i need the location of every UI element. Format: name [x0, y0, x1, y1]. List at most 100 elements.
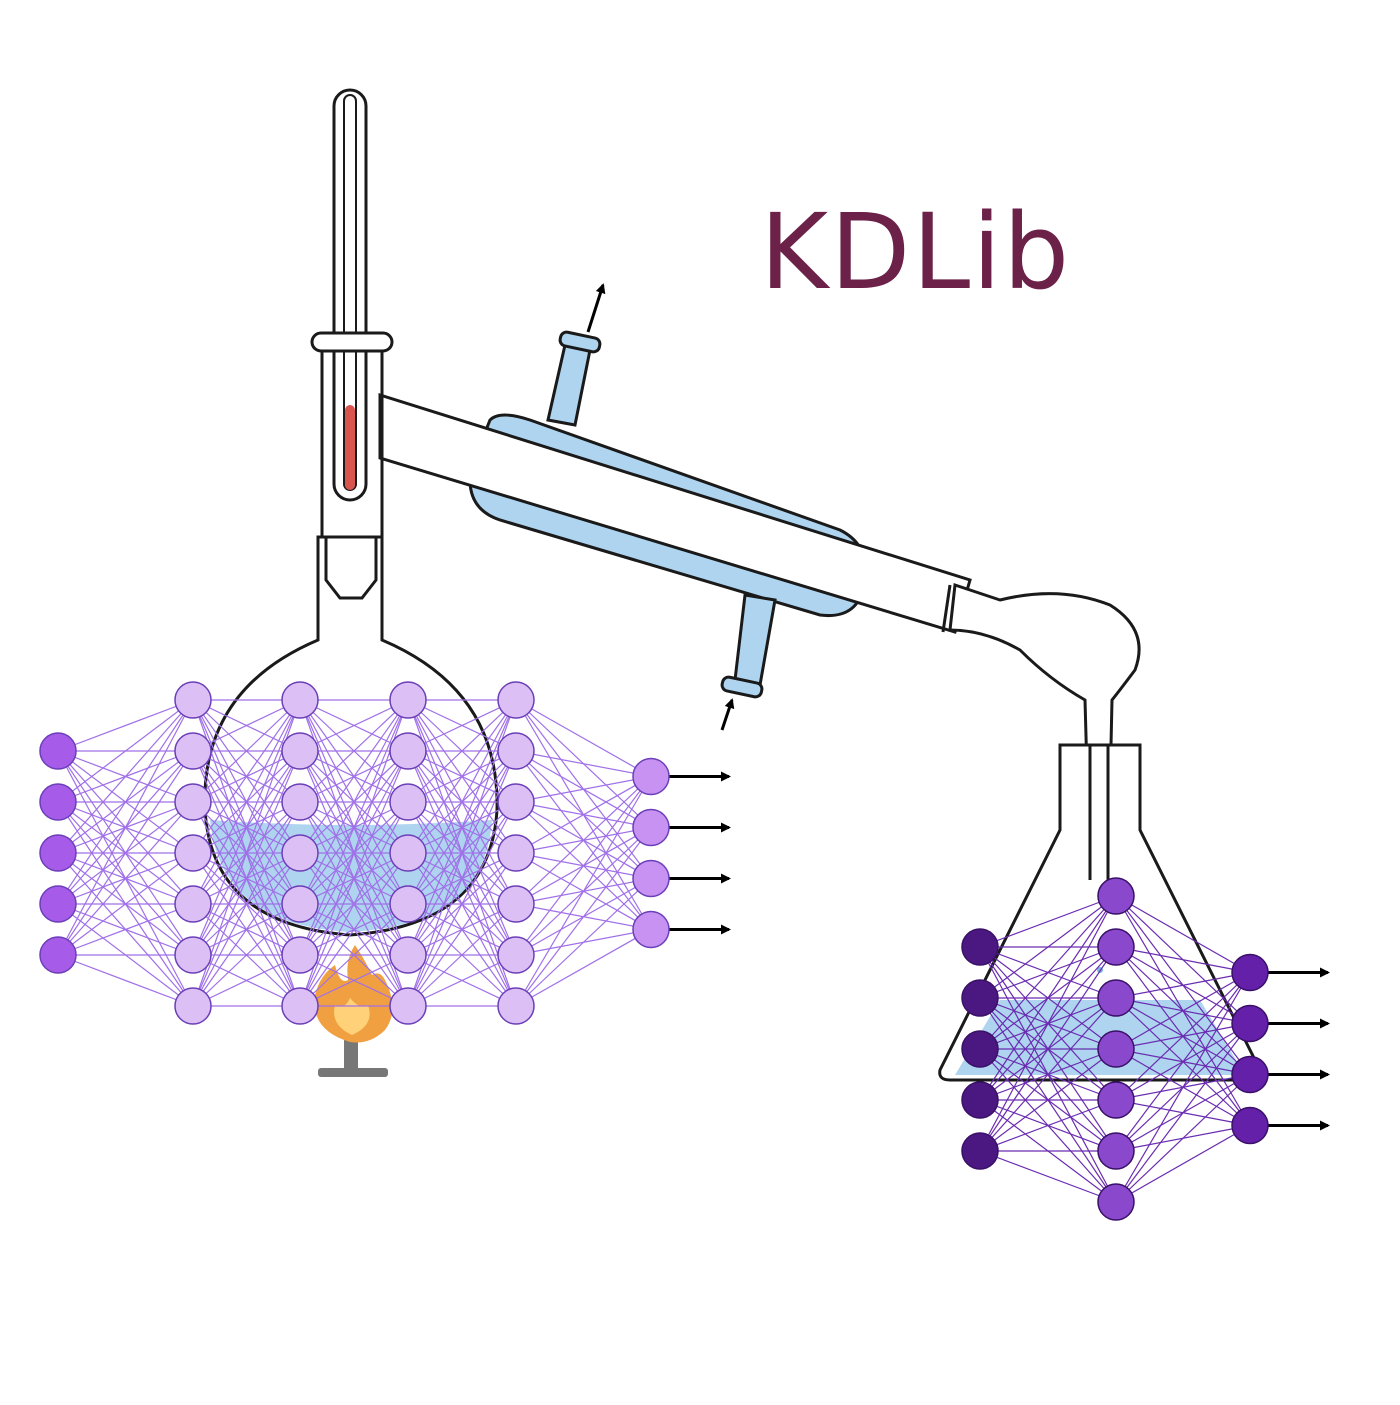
hidden-neuron	[174, 987, 212, 1025]
network-connection	[299, 699, 409, 905]
network-connection	[299, 699, 409, 854]
network-connection	[407, 750, 517, 1007]
hidden-neuron	[281, 783, 319, 821]
network-connection	[1115, 946, 1251, 974]
flame-icon	[314, 945, 393, 1043]
hidden-neuron	[174, 885, 212, 923]
output-neuron	[632, 859, 670, 898]
input-neuron	[961, 1132, 999, 1170]
network-connection	[407, 903, 517, 1007]
hidden-neuron	[389, 987, 427, 1025]
output-neuron	[1231, 1055, 1269, 1094]
network-connection	[407, 852, 517, 1007]
thermometer-icon	[310, 88, 394, 539]
network-connection	[299, 699, 409, 803]
network-connection	[515, 775, 652, 854]
network-connection	[57, 699, 194, 854]
hidden-neuron	[389, 834, 427, 872]
hidden-neuron	[281, 885, 319, 923]
network-connection	[192, 801, 301, 1007]
hidden-neuron	[497, 681, 535, 719]
network-connection	[407, 699, 517, 752]
network-connection	[57, 699, 194, 803]
network-connection	[407, 699, 517, 803]
hidden-neuron	[174, 732, 212, 770]
hidden-neuron	[1097, 979, 1135, 1017]
hidden-neuron	[174, 783, 212, 821]
network-connection	[299, 903, 409, 1007]
network-connection	[979, 895, 1117, 1050]
output-neuron	[632, 757, 670, 796]
input-neuron	[39, 783, 77, 821]
network-connection	[1115, 972, 1251, 1203]
network-connection	[192, 903, 301, 1007]
network-connection	[515, 775, 652, 803]
hidden-neuron	[497, 834, 535, 872]
network-connection	[979, 1099, 1117, 1152]
network-connection	[515, 699, 652, 778]
network-connection	[192, 699, 301, 803]
student-network	[961, 877, 1330, 1221]
network-connection	[515, 776, 652, 956]
network-connection	[57, 699, 194, 905]
network-connection	[192, 954, 301, 1007]
network-connection	[299, 954, 409, 1007]
hidden-neuron	[497, 732, 535, 770]
network-connection	[1115, 1074, 1251, 1203]
network-connection	[515, 928, 652, 1007]
hidden-neuron	[174, 936, 212, 974]
hidden-neuron	[281, 987, 319, 1025]
hidden-neuron	[1097, 877, 1135, 915]
network-connection	[515, 776, 652, 905]
network-connection	[1115, 1124, 1251, 1203]
network-connection	[979, 895, 1117, 1152]
network-connection	[1115, 1023, 1251, 1203]
hidden-neuron	[1097, 1183, 1135, 1221]
network-connection	[299, 801, 409, 1007]
network-connection	[1115, 971, 1251, 999]
hidden-neuron	[281, 732, 319, 770]
hidden-neuron	[281, 681, 319, 719]
hidden-neuron	[389, 936, 427, 974]
network-connection	[299, 699, 409, 956]
hidden-neuron	[1097, 1132, 1135, 1170]
network-connection	[299, 750, 409, 1007]
network-connection	[299, 852, 409, 1007]
network-connection	[1115, 971, 1251, 1050]
network-connection	[192, 852, 301, 1007]
hidden-neuron	[389, 732, 427, 770]
output-neuron	[632, 910, 670, 949]
network-connection	[57, 699, 194, 956]
input-neuron	[39, 885, 77, 923]
network-connection	[57, 852, 194, 956]
network-connection	[515, 827, 652, 1007]
hidden-neuron	[497, 987, 535, 1025]
output-neuron	[1231, 1106, 1269, 1145]
network-connection	[57, 801, 194, 956]
network-connection	[515, 750, 652, 778]
output-neuron	[1231, 1004, 1269, 1043]
input-neuron	[961, 1081, 999, 1119]
kdlib-logo-text: KDLib	[760, 191, 1072, 313]
input-neuron	[961, 928, 999, 966]
network-connection	[515, 776, 652, 1007]
teacher-network	[39, 681, 731, 1025]
hidden-neuron	[1097, 1081, 1135, 1119]
hidden-neuron	[174, 834, 212, 872]
hidden-neuron	[281, 834, 319, 872]
hidden-neuron	[389, 783, 427, 821]
hidden-neuron	[389, 885, 427, 923]
network-connection	[407, 801, 517, 1007]
network-connection	[515, 878, 652, 1007]
network-connection	[407, 699, 517, 905]
network-connection	[192, 699, 301, 956]
network-connection	[979, 895, 1117, 999]
network-connection	[979, 895, 1117, 1101]
hidden-neuron	[1097, 1030, 1135, 1068]
network-connection	[979, 997, 1117, 1152]
input-neuron	[39, 834, 77, 872]
network-connection	[1115, 895, 1251, 974]
hidden-neuron	[497, 885, 535, 923]
